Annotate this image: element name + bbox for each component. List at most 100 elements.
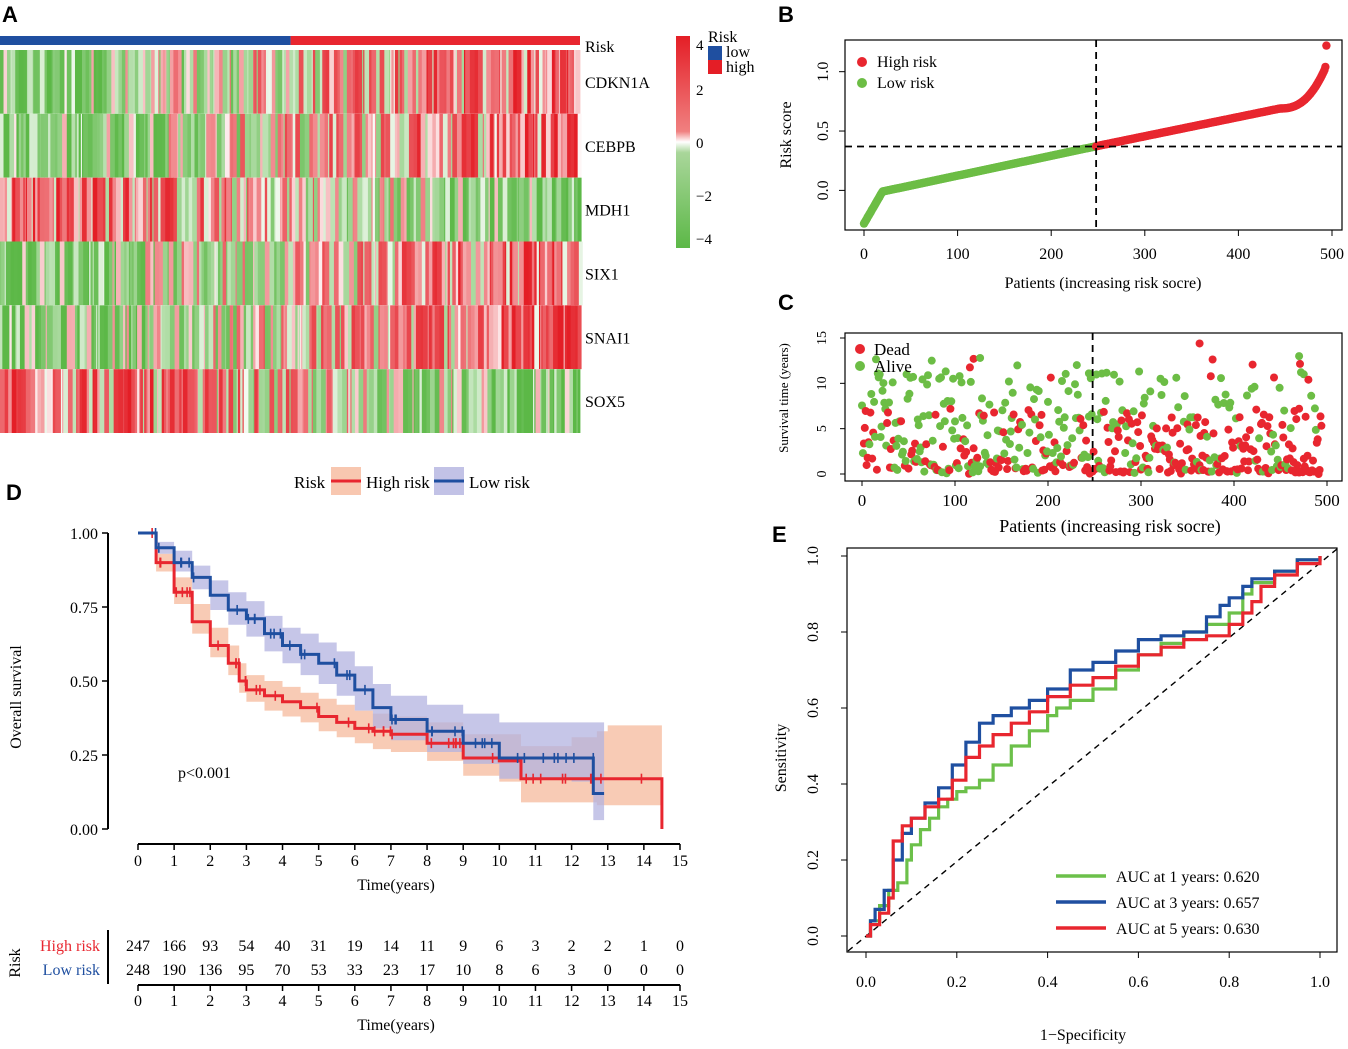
heatmap-cell [165,305,171,370]
heatmap-cell [209,50,213,114]
heatmap-cell [104,369,110,433]
heatmap-cell [120,241,125,306]
heatmap-cell [112,241,115,306]
heatmap-cell [292,241,296,306]
alive-point [1071,380,1079,389]
heatmap-cell [26,50,29,114]
heatmap-cell [274,241,277,306]
heatmap-cell [301,305,303,370]
alive-point [1255,434,1264,443]
heatmap-cell [565,177,569,242]
heatmap-cell [214,177,220,242]
heatmap-cell [207,50,211,114]
panel-label-d: D [6,480,22,505]
heatmap-cell [314,177,318,242]
heatmap-cell [426,113,429,178]
heatmap-cell [461,369,467,433]
heatmap-cell [171,113,175,178]
dead-point [1037,410,1046,419]
heatmap-cell [489,177,495,242]
heatmap-cell [77,305,81,370]
dead-point [911,439,919,448]
heatmap-cell [348,369,350,433]
heatmap-cell [312,113,318,178]
heatmap-cell [493,305,499,370]
heatmap-cell [390,177,395,242]
risk-table-cell: 2 [568,938,576,955]
heatmap-cell [269,241,275,306]
heatmap-cell [493,113,495,178]
dead-point [1062,447,1071,456]
risk-table-cell: 2 [604,938,612,955]
heatmap-cell [574,177,576,242]
heatmap-cell [56,177,61,242]
heatmap-cell [57,241,61,306]
alive-point [998,406,1007,415]
heatmap-cell [430,177,433,242]
heatmap-cell [540,241,546,306]
heatmap-cell [306,50,313,114]
heatmap-cell [74,305,78,370]
alive-point [1311,425,1320,434]
heatmap-cell [451,113,453,178]
heatmap-cell [556,177,562,242]
heatmap-cell [406,177,411,242]
alive-point [947,397,956,406]
heatmap-cell [227,241,232,306]
legend-swatch-high [708,60,722,74]
heatmap-cell [237,369,241,433]
heatmap-cell [219,177,222,242]
heatmap-cell [194,369,198,433]
heatmap-cell [434,241,438,306]
heatmap-cell [236,305,241,370]
heatmap-cell [387,177,390,242]
heatmap-cell [295,177,300,242]
heatmap-cell [391,50,395,114]
alive-point [1001,398,1010,407]
heatmap-cell [131,305,133,370]
panel-label-e: E [772,522,787,547]
x-tick-label-d: 4 [279,853,287,870]
heatmap-cell [452,369,454,433]
heatmap-cell [490,113,494,178]
panel-label-b: B [778,2,794,27]
risk-table-cell: 17 [419,962,435,979]
alive-point [966,377,975,386]
dead-point [1134,428,1143,437]
heatmap-cell [108,369,115,433]
heatmap-cell [283,50,287,114]
heatmap-cell [497,177,504,242]
heatmap-cell [91,50,95,114]
dead-point [1301,412,1310,421]
heatmap-cell [205,369,209,433]
heatmap-cell [425,241,430,306]
heatmap-cell [544,241,548,306]
heatmap-cell [124,113,130,178]
y-tick-label-d: 0.00 [70,822,98,839]
x-tick-label-b: 100 [946,246,970,263]
y-axis-label-b: Risk score [778,101,795,168]
colorbar-tick: −2 [696,189,712,205]
heatmap-cell [190,113,195,178]
heatmap-cell [442,113,448,178]
heatmap-row-label-six1: SIX1 [585,266,619,283]
x-tick-label-table: 8 [423,993,431,1010]
heatmap-cell [153,369,158,433]
heatmap-cell [448,305,452,370]
heatmap-cell [17,241,23,306]
heatmap-cell [248,50,254,114]
heatmap-cell [439,305,445,370]
y-tick-label-e: 1.0 [805,546,822,566]
heatmap-cell [365,113,369,178]
x-tick-label-d: 2 [206,853,214,870]
heatmap-cell [17,369,22,433]
dead-point [1173,424,1182,433]
heatmap-cell [490,50,495,114]
risk-table-cell: 19 [347,938,363,955]
heatmap-cell [295,50,300,114]
heatmap-cell [104,241,106,306]
heatmap-cell [379,305,385,370]
dead-point [1248,360,1257,369]
risk-table-cell: 0 [676,962,684,979]
heatmap-cell [287,305,293,370]
